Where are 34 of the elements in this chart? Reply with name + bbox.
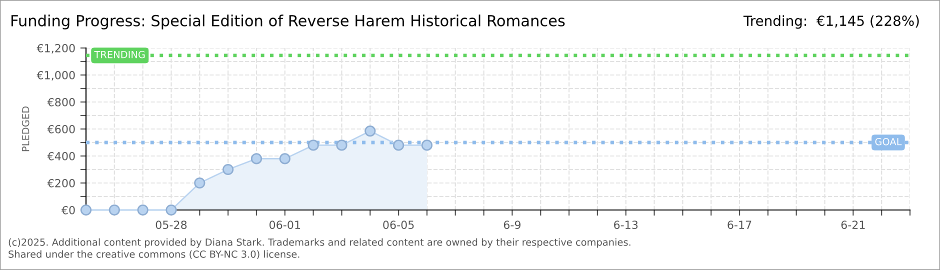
point	[279, 153, 290, 164]
point	[250, 153, 262, 164]
y-tick-label: €0	[61, 206, 75, 214]
y-axis-title: PLEDGED	[22, 106, 30, 152]
text: (c)2025. Additional content provided by Diana Stark. Trademarks and related content are owned by their respective companies.	[8, 238, 630, 248]
y-tick-label: €400	[47, 152, 75, 160]
x-tick-label: 6-9	[504, 220, 520, 230]
point	[108, 204, 120, 216]
point	[392, 140, 404, 151]
point	[194, 177, 206, 189]
chart-title: Funding Progress: Special Edition of Reverse Harem Historical Romances	[12, 14, 565, 30]
point	[137, 204, 148, 216]
point	[364, 125, 376, 137]
point	[80, 204, 92, 216]
x-tick-label: 6-17	[728, 220, 752, 230]
y-tick-label: €600	[47, 124, 75, 134]
y-tick-label: €1,200	[36, 44, 75, 54]
x-tick-label: 06-01	[269, 220, 300, 230]
y-tick-label: €200	[47, 178, 75, 188]
point	[166, 204, 177, 216]
ref-line-label: TRENDING	[94, 50, 145, 58]
y-tick-label: €800	[47, 98, 75, 106]
ref-line-label: GOAL	[875, 138, 902, 146]
chart-subtitle: Trending: €1,145 (228%)	[743, 15, 919, 29]
point	[421, 140, 433, 151]
x-tick-label: 6-13	[614, 220, 638, 230]
point	[222, 164, 234, 176]
point	[336, 140, 348, 151]
x-tick-label: 05-28	[156, 220, 187, 230]
text: Shared under the creative commons (CC BY-NC 3.0) license.	[8, 250, 300, 259]
y-tick-label: €1,000	[36, 70, 75, 81]
point	[308, 140, 319, 151]
x-tick-label: 6-21	[841, 220, 865, 230]
x-tick-label: 06-05	[383, 220, 414, 230]
